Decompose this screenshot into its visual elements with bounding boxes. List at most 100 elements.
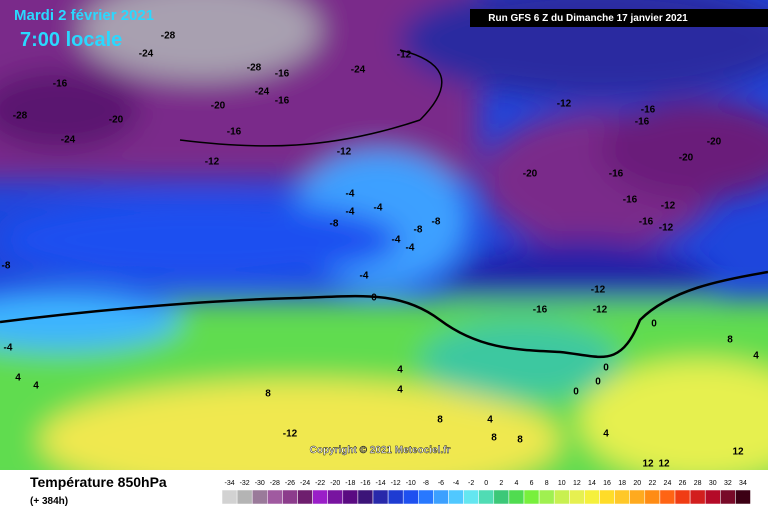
contour-label: -28 <box>161 31 176 42</box>
contour-label: -4 <box>346 189 355 200</box>
contour-label: -16 <box>641 105 656 116</box>
scale-swatch <box>342 489 359 505</box>
contour-label: 8 <box>265 389 271 400</box>
contour-label: -4 <box>392 235 401 246</box>
scale-swatch <box>659 489 676 505</box>
contour-label: -12 <box>661 201 676 212</box>
contour-label: -12 <box>593 305 608 316</box>
scale-swatch <box>553 489 570 505</box>
scale-swatch <box>418 489 434 505</box>
contour-label: -4 <box>374 203 383 214</box>
scale-swatch <box>236 489 253 505</box>
scale-swatch <box>372 489 389 505</box>
scale-swatch <box>478 489 495 505</box>
contour-label: -16 <box>275 69 290 80</box>
contour-label: -24 <box>61 135 76 146</box>
contour-label: -8 <box>2 261 11 272</box>
scale-label: -26 <box>285 480 295 487</box>
contour-label: -12 <box>205 157 220 168</box>
scale-label: 6 <box>530 480 534 487</box>
contour-label: 0 <box>651 319 657 330</box>
contour-label: -16 <box>609 169 624 180</box>
scale-swatch <box>297 489 313 505</box>
contour-label: 0 <box>573 387 579 398</box>
scale-swatch <box>735 489 751 505</box>
contour-label: -16 <box>275 96 290 107</box>
contour-label: 8 <box>727 335 733 346</box>
map-time: 7:00 locale <box>20 29 122 51</box>
scale-swatch <box>282 489 298 505</box>
contour-label: -16 <box>635 117 650 128</box>
scale-swatch <box>463 489 479 505</box>
contour-label: -4 <box>346 207 355 218</box>
contour-label: -16 <box>227 127 242 138</box>
scale-label: 12 <box>573 480 581 487</box>
contour-label: -16 <box>53 79 68 90</box>
contour-label: -28 <box>13 111 28 122</box>
scale-swatch <box>327 489 344 505</box>
scale-swatch <box>312 489 328 505</box>
scale-swatch <box>357 489 374 505</box>
scale-swatch <box>448 489 464 505</box>
zero-isotherm <box>0 270 768 359</box>
scale-label: 32 <box>724 480 732 487</box>
contour-label: -20 <box>523 169 538 180</box>
scale-label: 22 <box>648 480 656 487</box>
contour-label: -20 <box>707 137 722 148</box>
scale-swatch <box>251 489 268 505</box>
contour-label: 12 <box>642 459 654 470</box>
scale-swatch <box>569 489 585 505</box>
scale-swatch <box>704 489 721 505</box>
isobar <box>179 49 443 147</box>
scale-swatch <box>584 489 600 505</box>
contour-label: 8 <box>437 415 443 426</box>
contour-label: -12 <box>659 223 674 234</box>
scale-label: 34 <box>739 480 747 487</box>
scale-label: 4 <box>514 480 518 487</box>
contour-label: -12 <box>591 285 606 296</box>
scale-label: -4 <box>453 480 459 487</box>
contour-label: -12 <box>337 147 352 158</box>
contour-label: -16 <box>623 195 638 206</box>
contour-label: 4 <box>397 365 403 376</box>
contour-label: 4 <box>33 381 39 392</box>
contour-label: -12 <box>557 99 572 110</box>
scale-swatch <box>629 489 646 505</box>
scale-swatch <box>523 489 540 505</box>
scale-label: 14 <box>588 480 596 487</box>
scale-swatch <box>267 489 283 505</box>
scale-label: 10 <box>558 480 566 487</box>
temperature-field <box>0 0 768 470</box>
scale-swatch <box>402 489 419 505</box>
scale-label: 0 <box>484 480 488 487</box>
contour-label: 0 <box>371 293 377 304</box>
scale-label: -18 <box>345 480 355 487</box>
scale-swatch <box>599 489 615 505</box>
contour-label: -20 <box>109 115 124 126</box>
map-date: Mardi 2 février 2021 <box>14 7 154 24</box>
scale-label: 30 <box>709 480 717 487</box>
scale-label: 26 <box>679 480 687 487</box>
scale-label: 16 <box>603 480 611 487</box>
scale-swatch <box>674 489 691 505</box>
run-info: Run GFS 6 Z du Dimanche 17 janvier 2021 <box>488 13 688 24</box>
contour-label: 4 <box>603 429 609 440</box>
footer-lead: (+ 384h) <box>30 496 68 507</box>
contour-label: 4 <box>753 351 759 362</box>
contour-label: -8 <box>330 219 339 230</box>
contour-label: -4 <box>4 343 13 354</box>
contour-label: 8 <box>517 435 523 446</box>
scale-swatch <box>689 489 706 505</box>
contour-label: -4 <box>360 271 369 282</box>
contour-label: -16 <box>533 305 548 316</box>
contour-label: -16 <box>639 217 654 228</box>
scale-label: 18 <box>618 480 626 487</box>
contour-label: 4 <box>397 385 403 396</box>
scale-swatch <box>508 489 525 505</box>
scale-swatch <box>538 489 555 505</box>
contour-label: -20 <box>679 153 694 164</box>
contour-label: 4 <box>487 415 493 426</box>
scale-label: -32 <box>240 480 250 487</box>
contour-label: 4 <box>15 373 21 384</box>
